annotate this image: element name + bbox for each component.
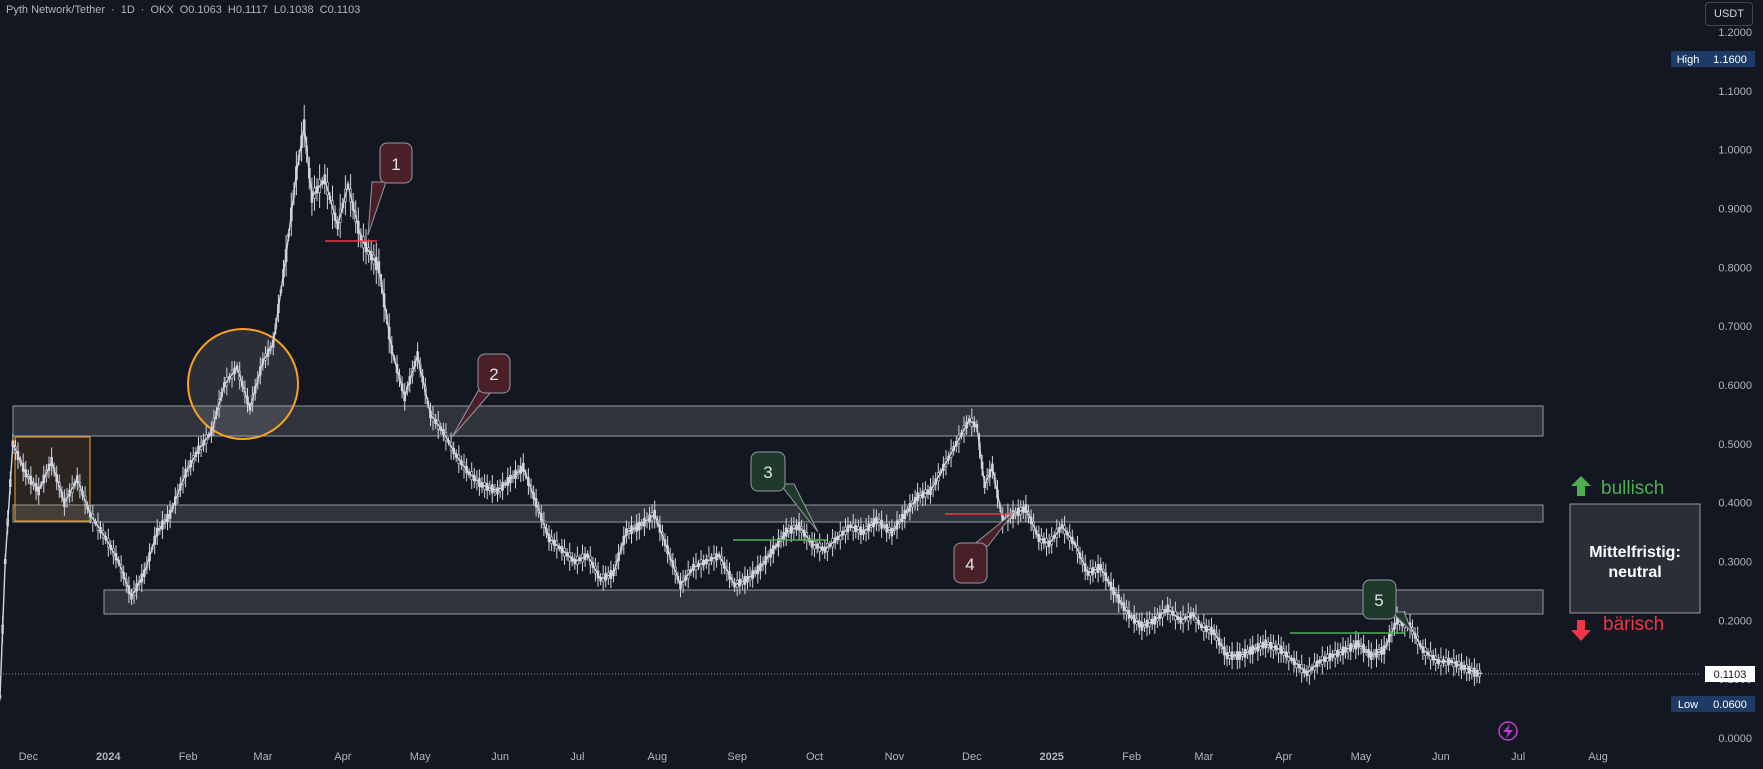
support-zone — [103, 589, 1544, 615]
x-tick-label: May — [1351, 751, 1372, 763]
svg-text:Low: Low — [1678, 699, 1698, 711]
x-tick-label: Aug — [648, 751, 668, 763]
y-tick-label: 0.4000 — [1718, 498, 1752, 510]
x-tick-label: Feb — [1122, 751, 1141, 763]
y-tick-label: 1.0000 — [1718, 145, 1752, 157]
y-tick-label: 0.8000 — [1718, 262, 1752, 274]
interval[interactable]: 1D — [120, 4, 135, 16]
x-tick-label: Nov — [885, 751, 905, 763]
y-tick-label: 0.7000 — [1718, 321, 1752, 333]
x-tick-label: Jun — [491, 751, 509, 763]
marker-1-label: 1 — [391, 155, 400, 174]
time-axis[interactable]: Dec 2024 Feb Mar Apr May Jun Jul Aug Sep Oct Nov Dec… — [19, 751, 1608, 763]
marker-2[interactable]: 2 — [451, 353, 511, 438]
x-tick-label: Sep — [727, 751, 747, 763]
x-tick-label: Jul — [570, 751, 584, 763]
symbol-header: Pyth Network/Tether · 1D · OKX O0.1063 H0.1117… — [6, 4, 361, 16]
last-price-tag: 0.1103 — [1705, 666, 1755, 682]
price-series-line — [0, 125, 1483, 697]
marker-3-label: 3 — [763, 463, 772, 482]
x-tick-label: Apr — [334, 751, 351, 763]
marker-4-label: 4 — [965, 555, 974, 574]
x-tick-label: Dec — [962, 751, 982, 763]
ohlc-close: C0.1103 — [319, 4, 361, 16]
x-tick-label: 2025 — [1039, 751, 1063, 763]
ohlc-open: O0.1063 — [179, 4, 222, 16]
y-tick-label: 1.2000 — [1718, 27, 1752, 39]
x-tick-label: Feb — [179, 751, 198, 763]
y-tick-label: 0.3000 — [1718, 557, 1752, 569]
marker-2-label: 2 — [489, 365, 498, 384]
x-tick-label: May — [410, 751, 431, 763]
y-tick-label: 0.9000 — [1718, 204, 1752, 216]
marker-1[interactable]: 1 — [367, 142, 413, 236]
y-tick-label: 0.0000 — [1718, 733, 1752, 745]
svg-text:0.1103: 0.1103 — [1714, 669, 1747, 681]
resistance-zone — [12, 405, 1544, 437]
high-tag: High 1.1600 — [1671, 51, 1755, 67]
lightning-icon[interactable] — [1498, 721, 1518, 741]
marker-4[interactable]: 4 — [953, 511, 1015, 584]
x-tick-label: 2024 — [96, 751, 121, 763]
svg-text:1.1600: 1.1600 — [1713, 54, 1747, 66]
x-tick-label: Mar — [1194, 751, 1213, 763]
ohlc-low: L0.1038 — [273, 4, 314, 16]
x-tick-label: Jul — [1511, 751, 1525, 763]
x-tick-label: Apr — [1275, 751, 1292, 763]
arrow-up-icon — [1571, 476, 1591, 496]
bullish-label: bullisch — [1601, 478, 1664, 499]
arrow-down-icon — [1571, 620, 1591, 641]
x-tick-label: Dec — [19, 751, 39, 763]
price-axis[interactable]: 1.2000 1.1000 1.0000 0.9000 0.8000 0.7000 0.60… — [1718, 27, 1752, 745]
x-tick-label: Mar — [253, 751, 272, 763]
marker-3[interactable]: 3 — [750, 451, 819, 533]
x-tick-label: Oct — [806, 751, 823, 763]
y-tick-label: 0.2000 — [1718, 615, 1752, 627]
y-tick-label: 0.6000 — [1718, 380, 1752, 392]
middle-zone — [12, 504, 1544, 523]
outlook-panel: bullisch Mittelfristig: neutral bärisch — [1569, 476, 1701, 641]
outlook-line-2: neutral — [1608, 564, 1661, 581]
marker-5-label: 5 — [1374, 591, 1383, 610]
bearish-label: bärisch — [1603, 614, 1664, 635]
y-tick-label: 0.5000 — [1718, 439, 1752, 451]
y-tick-label: 1.1000 — [1718, 86, 1752, 98]
x-tick-label: Jun — [1432, 751, 1450, 763]
svg-text:High: High — [1677, 54, 1700, 66]
exchange: OKX — [150, 4, 174, 16]
marker-5[interactable]: 5 — [1362, 579, 1413, 633]
symbol-name[interactable]: Pyth Network/Tether — [6, 4, 106, 16]
ohlc-high: H0.1117 — [227, 4, 268, 16]
x-tick-label: Aug — [1588, 751, 1608, 763]
low-tag: Low 0.0600 — [1671, 696, 1755, 712]
currency-button[interactable]: USDT — [1705, 2, 1753, 26]
svg-text:0.0600: 0.0600 — [1713, 699, 1747, 711]
outlook-line-1: Mittelfristig: — [1589, 544, 1681, 561]
outlook-box — [1569, 503, 1701, 614]
